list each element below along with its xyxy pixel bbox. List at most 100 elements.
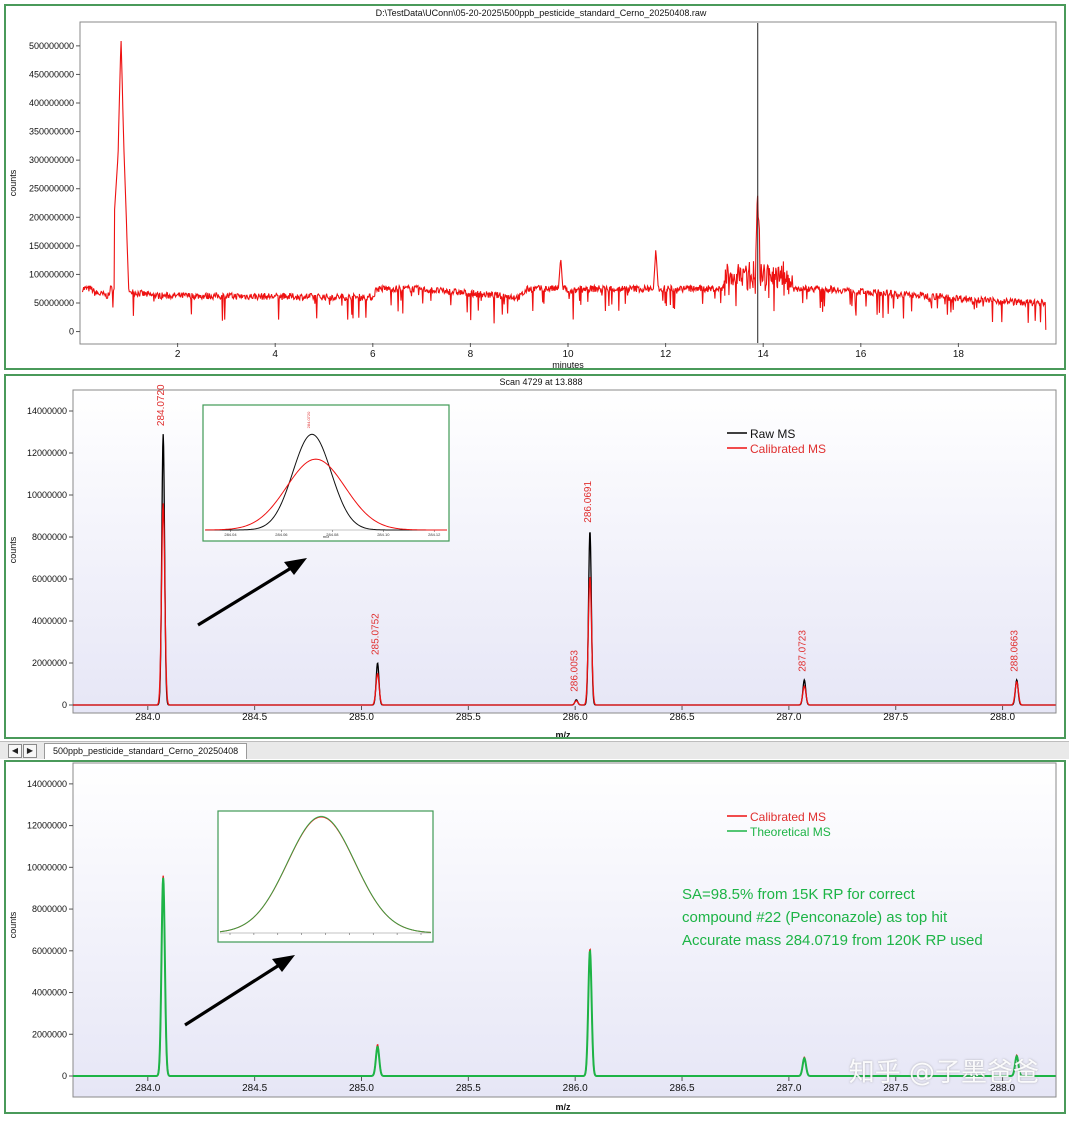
scan-ytick-label: 2000000 xyxy=(32,658,67,668)
file-tab-bar: ◀ ▶ 500ppb_pesticide_standard_Cerno_2025… xyxy=(0,741,1069,761)
theory-xtick-label: 288.0 xyxy=(990,1083,1015,1094)
chromatogram-xtick-label: 14 xyxy=(758,349,770,360)
inset-calibrated-trace xyxy=(204,458,447,531)
theory-ytick-label: 8000000 xyxy=(32,904,67,914)
chromatogram-ytick-label: 300000000 xyxy=(29,155,74,165)
zoom-arrow xyxy=(197,558,307,627)
chromatogram-ylabel: counts xyxy=(8,169,18,196)
chromatogram-ytick-label: 50000000 xyxy=(34,298,74,308)
annotation-line-1: SA=98.5% from 15K RP for correct xyxy=(682,886,916,903)
zoom-arrow-2 xyxy=(184,955,295,1027)
scan-inset-frame xyxy=(202,404,450,542)
chromatogram-trace xyxy=(81,40,1047,330)
scan-xtick-label: 287.0 xyxy=(776,712,801,723)
theory-ylabel: counts xyxy=(8,911,18,938)
theory-ytick-label: 0 xyxy=(62,1071,67,1081)
scan-inset: 284.04 284.06 284.08 284.10 284.12 m/z 284.0… xyxy=(202,404,450,542)
scan-ytick-label: 10000000 xyxy=(27,490,67,500)
legend-theoretical-label: Theoretical MS xyxy=(750,825,831,839)
peak-label: 286.0691 xyxy=(583,481,594,523)
peak-label: 284.0720 xyxy=(156,384,167,426)
chromatogram-xtick-label: 6 xyxy=(370,349,376,360)
chromatogram-title: D:\TestData\UConn\05-20-2025\500ppb_pest… xyxy=(376,8,707,18)
theory-inset xyxy=(217,810,434,943)
inset-xtick-label: 284.08 xyxy=(326,532,339,537)
chromatogram-xtick-label: 4 xyxy=(272,349,278,360)
chromatogram-ytick-label: 400000000 xyxy=(29,98,74,108)
legend-calibrated-label-2: Calibrated MS xyxy=(750,810,826,824)
scan-xtick-label: 285.5 xyxy=(456,712,481,723)
chromatogram-xtick-label: 12 xyxy=(660,349,672,360)
scan-ylabel: counts xyxy=(8,536,18,563)
inset-peak-label: 284.0720 xyxy=(306,411,311,428)
legend-calibrated-label: Calibrated MS xyxy=(750,442,826,456)
theory-xtick-label: 285.5 xyxy=(456,1083,481,1094)
chromatogram-panel: D:\TestData\UConn\05-20-2025\500ppb_pest… xyxy=(0,0,1069,372)
inset2-theoretical-trace xyxy=(219,815,432,933)
scan-panel: Scan 4729 at 13.888 counts m/z 0 2000000 4… xyxy=(0,372,1069,741)
chromatogram-xtick-label: 2 xyxy=(175,349,181,360)
theory-xtick-label: 287.0 xyxy=(776,1083,801,1094)
theory-ytick-label: 10000000 xyxy=(27,862,67,872)
annotation-line-2: compound #22 (Penconazole) as top hit xyxy=(682,909,948,926)
inset-xtick-label: 284.06 xyxy=(275,532,288,537)
chromatogram-ytick-label: 450000000 xyxy=(29,69,74,79)
chromatogram-plot-area xyxy=(79,21,1057,345)
theory-panel: counts m/z 0 2000000 4000000 6000000 8000000… xyxy=(0,759,1069,1116)
scan-legend: Raw MS Calibrated MS xyxy=(727,427,826,456)
theory-ytick-label: 6000000 xyxy=(32,946,67,956)
peak-label: 285.0752 xyxy=(371,613,382,655)
theory-annotation: SA=98.5% from 15K RP for correct compoun… xyxy=(682,886,983,949)
peak-label: 287.0723 xyxy=(797,630,808,672)
theory-xtick-label: 284.0 xyxy=(135,1083,160,1094)
legend-raw-label: Raw MS xyxy=(750,427,795,441)
chromatogram-ytick-label: 150000000 xyxy=(29,241,74,251)
theory-inset-frame xyxy=(217,810,434,943)
scan-xtick-label: 287.5 xyxy=(883,712,908,723)
calibrated-ms-trace xyxy=(73,503,1056,706)
watermark: 知乎 @子墨爸爸 xyxy=(848,1058,1039,1088)
scan-ytick-label: 6000000 xyxy=(32,574,67,584)
theory-xtick-label: 287.5 xyxy=(883,1083,908,1094)
theory-xlabel: m/z xyxy=(555,1102,571,1112)
theory-xtick-label: 286.0 xyxy=(563,1083,588,1094)
theory-ytick-label: 12000000 xyxy=(27,821,67,831)
chromatogram-xlabel: minutes xyxy=(552,360,584,370)
annotation-line-3: Accurate mass 284.0719 from 120K RP used xyxy=(682,932,983,949)
peak-label: 288.0663 xyxy=(1010,630,1021,672)
inset-xtick-label: 284.12 xyxy=(428,532,441,537)
peak-label: 286.0053 xyxy=(569,650,580,692)
scan-ytick-label: 12000000 xyxy=(27,448,67,458)
chromatogram-xtick-label: 8 xyxy=(468,349,474,360)
inset-xtick-label: 284.04 xyxy=(224,532,237,537)
theory-ytick-label: 2000000 xyxy=(32,1029,67,1039)
scan-ytick-label: 8000000 xyxy=(32,532,67,542)
theory-xtick-label: 286.5 xyxy=(670,1083,695,1094)
theory-legend: Calibrated MS Theoretical MS xyxy=(727,810,831,839)
tab-next-button[interactable]: ▶ xyxy=(23,744,37,758)
theory-ytick-label: 4000000 xyxy=(32,988,67,998)
scan-xtick-label: 288.0 xyxy=(990,712,1015,723)
theoretical-ms-trace xyxy=(73,877,1056,1077)
theory-xtick-label: 285.0 xyxy=(349,1083,374,1094)
scan-xtick-label: 286.5 xyxy=(670,712,695,723)
scan-frame xyxy=(4,374,1066,739)
chromatogram-ytick-label: 0 xyxy=(69,327,74,337)
scan-title: Scan 4729 at 13.888 xyxy=(499,377,582,387)
chromatogram-xtick-label: 10 xyxy=(562,349,574,360)
tab-file[interactable]: 500ppb_pesticide_standard_Cerno_20250408 xyxy=(44,743,248,759)
tab-prev-button[interactable]: ◀ xyxy=(8,744,22,758)
chromatogram-ytick-label: 250000000 xyxy=(29,184,74,194)
scan-chart: Scan 4729 at 13.888 counts m/z 0 2000000 4… xyxy=(8,377,1057,740)
theory-chart: counts m/z 0 2000000 4000000 6000000 8000000… xyxy=(8,762,1057,1112)
chromatogram-ytick-label: 100000000 xyxy=(29,269,74,279)
scan-xtick-label: 284.0 xyxy=(135,712,160,723)
scan-xtick-label: 285.0 xyxy=(349,712,374,723)
scan-xtick-label: 284.5 xyxy=(242,712,267,723)
inset-xlabel: m/z xyxy=(323,534,329,539)
scan-xtick-label: 286.0 xyxy=(563,712,588,723)
chromatogram-xtick-label: 18 xyxy=(953,349,965,360)
theory-frame xyxy=(4,760,1066,1114)
scan-xlabel: m/z xyxy=(555,730,571,740)
chromatogram-frame xyxy=(4,4,1066,370)
